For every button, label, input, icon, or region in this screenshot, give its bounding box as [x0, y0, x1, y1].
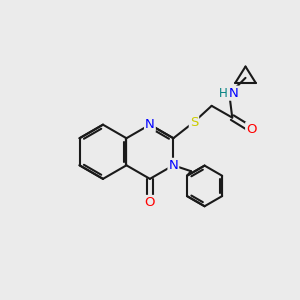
Text: O: O	[246, 123, 256, 136]
Text: N: N	[169, 159, 178, 172]
Text: S: S	[190, 116, 198, 128]
Text: O: O	[145, 196, 155, 209]
Text: N: N	[145, 118, 155, 131]
Text: N: N	[229, 87, 238, 100]
Text: H: H	[218, 87, 227, 100]
